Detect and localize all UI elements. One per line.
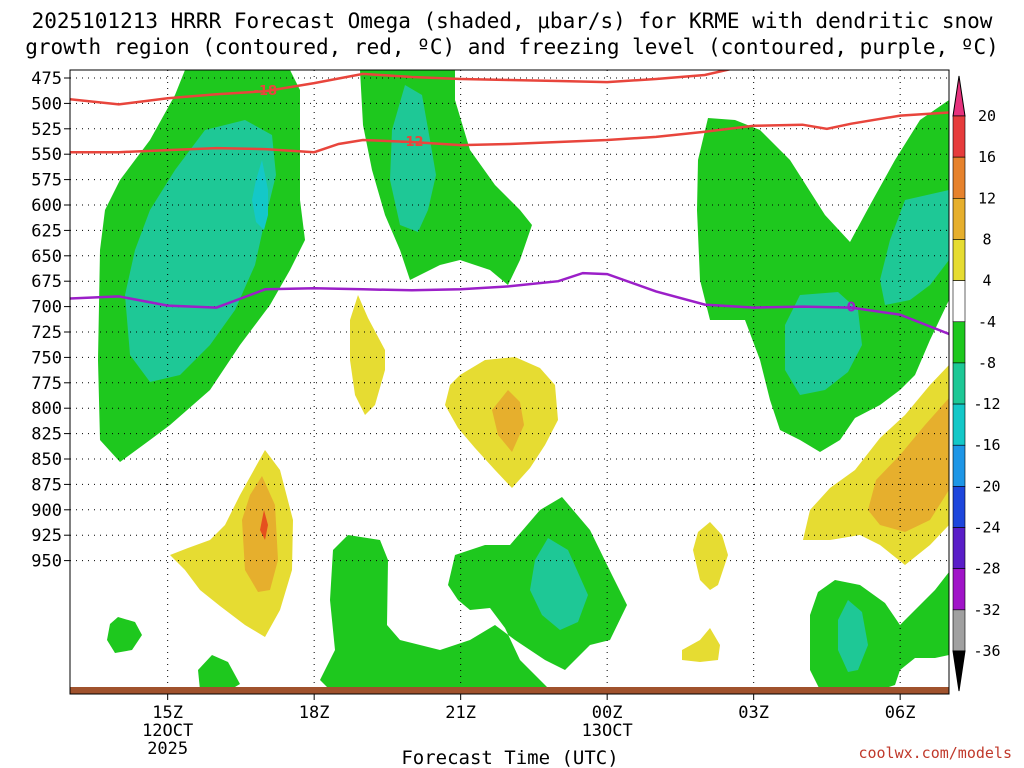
- chart-title-line-1: 2025101213 HRRR Forecast Omega (shaded, …: [32, 9, 993, 33]
- colorbar-swatch: [952, 280, 966, 323]
- y-tick-label: 875: [31, 475, 62, 495]
- omega-region-teal-upper-left: [125, 120, 276, 382]
- omega-region-orange-lower-right: [868, 398, 949, 532]
- x-tick-label: 15Z: [152, 703, 183, 723]
- x-tick-label: 18Z: [299, 703, 330, 723]
- snow-growth-contour-minus18: [70, 70, 733, 106]
- x-tick-label: 06Z: [885, 703, 916, 723]
- colorbar-swatch: [952, 403, 966, 446]
- colorbar-top-arrow: [952, 75, 966, 117]
- colorbar-swatch: [952, 362, 966, 405]
- snow-growth-contour-minus18-label: -18: [254, 84, 278, 99]
- colorbar: 20 16 12 8 4 -4 -8 -12 -16 -20 -24 -28 -32 -36: [952, 75, 1001, 692]
- x-tick-label: 00Z: [592, 703, 623, 723]
- y-tick-label: 625: [31, 221, 62, 241]
- y-tick-label: 475: [31, 69, 62, 89]
- y-tick-label: 550: [31, 145, 62, 165]
- y-tick-label: 700: [31, 298, 62, 318]
- colorbar-swatch: [952, 115, 966, 158]
- chart-title-line-2: growth region (contoured, red, ºC) and f…: [25, 35, 999, 59]
- colorbar-swatch: [952, 239, 966, 281]
- y-tick-label: 650: [31, 247, 62, 267]
- colorbar-swatch: [952, 486, 966, 528]
- omega-region-teal-upper-middle: [390, 85, 436, 232]
- y-tick-label: 575: [31, 171, 62, 191]
- y-tick-label: 900: [31, 501, 62, 521]
- colorbar-label: -12: [973, 395, 1000, 413]
- x-tick-year: 2025: [147, 739, 188, 759]
- grid-lines: [70, 70, 949, 690]
- omega-region-yellow-upper-center: [350, 295, 385, 415]
- colorbar-label: -20: [973, 477, 1000, 495]
- omega-region-orange-lower-left: [242, 476, 278, 592]
- contour-labels: -18 -12 0: [254, 84, 856, 315]
- y-tick-label: 925: [31, 526, 62, 546]
- x-tick-label: 03Z: [738, 703, 769, 723]
- y-tick-label: 750: [31, 348, 62, 368]
- y-tick-label: 800: [31, 399, 62, 419]
- colorbar-swatch: [952, 568, 966, 611]
- omega-region-yellow-small-right-a: [693, 522, 728, 590]
- contour-lines: [70, 70, 949, 336]
- colorbar-label: -28: [973, 560, 1000, 578]
- colorbar-label: -32: [973, 601, 1000, 619]
- colorbar-label: 12: [978, 189, 996, 207]
- omega-shading: [98, 70, 949, 690]
- y-axis: 475 500 525 550 575 600 625 650 675 700 725 750 775 8…: [31, 69, 70, 572]
- plot-frame: [69, 69, 950, 695]
- freezing-level-contour: [70, 271, 949, 336]
- omega-region-green-upper-right: [697, 100, 949, 452]
- omega-region-yellow-small-right-b: [682, 628, 720, 662]
- credit-link[interactable]: coolwx.com/models: [858, 744, 1012, 762]
- colorbar-swatch: [952, 198, 966, 240]
- x-tick-date: 13OCT: [582, 721, 633, 741]
- y-tick-label: 950: [31, 552, 62, 572]
- omega-region-teal-right-upper: [880, 190, 949, 305]
- y-tick-label: 500: [31, 94, 62, 114]
- omega-region-red-lower-left: [260, 510, 268, 540]
- colorbar-swatch: [952, 321, 966, 364]
- y-tick-label: 825: [31, 425, 62, 445]
- colorbar-label: -8: [978, 354, 996, 372]
- colorbar-label: -16: [973, 436, 1000, 454]
- colorbar-label: 16: [978, 148, 996, 166]
- colorbar-swatch: [952, 156, 966, 199]
- y-tick-label: 675: [31, 272, 62, 292]
- colorbar-swatch: [952, 609, 966, 652]
- y-tick-label: 850: [31, 450, 62, 470]
- colorbar-label: -4: [978, 313, 996, 331]
- colorbar-label: -24: [973, 519, 1000, 537]
- x-tick-label: 21Z: [445, 703, 476, 723]
- omega-region-teal-lower-right: [838, 600, 868, 672]
- omega-region-teal-right-mid: [785, 292, 862, 395]
- omega-region-orange-center: [492, 390, 524, 452]
- y-tick-label: 775: [31, 374, 62, 394]
- colorbar-label: 20: [978, 107, 996, 125]
- x-axis-label: Forecast Time (UTC): [401, 747, 618, 768]
- ground-strip: [70, 687, 949, 694]
- x-tick-date: 12OCT: [142, 721, 193, 741]
- freezing-level-contour-label: 0: [847, 301, 856, 316]
- colorbar-swatch: [952, 444, 966, 487]
- colorbar-swatch: [952, 527, 966, 569]
- snow-growth-contour-minus12-label: -12: [400, 135, 424, 150]
- colorbar-label: 4: [982, 272, 991, 290]
- y-tick-label: 600: [31, 196, 62, 216]
- snow-growth-contour-minus12: [70, 111, 949, 154]
- colorbar-label: 8: [982, 230, 991, 248]
- omega-region-cyan-upper-left: [252, 160, 268, 230]
- colorbar-bottom-arrow: [952, 650, 966, 692]
- omega-region-green-small-left: [107, 617, 142, 653]
- colorbar-label: -36: [973, 642, 1000, 660]
- y-tick-label: 725: [31, 323, 62, 343]
- omega-region-green-small-bottom-left: [198, 655, 240, 690]
- y-tick-label: 525: [31, 120, 62, 140]
